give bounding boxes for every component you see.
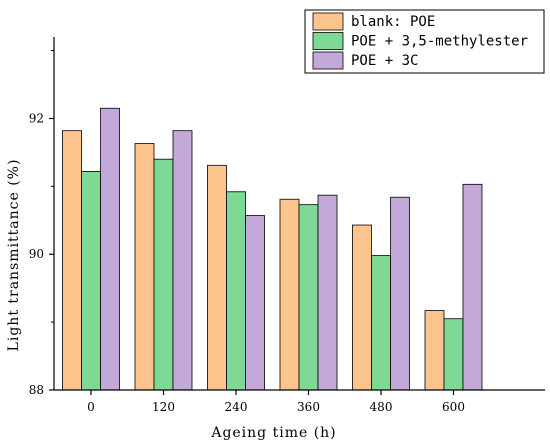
bar-1-600 <box>424 310 445 391</box>
legend: blank: POE POE + 3,5-methylester POE + 3C <box>304 9 545 74</box>
y-tick-label: 92 <box>29 111 44 125</box>
y-ticks: 88 90 92 <box>29 50 54 397</box>
x-tick-label: 360 <box>297 400 320 414</box>
legend-swatch-2 <box>312 32 344 50</box>
y-tick-label: 90 <box>29 247 44 261</box>
x-ticks: 0 120 240 360 480 600 <box>87 390 465 414</box>
legend-swatch-1 <box>312 12 344 31</box>
x-tick-label: 120 <box>152 400 175 414</box>
bar-3-360 <box>317 194 338 391</box>
bar-2-240 <box>226 191 246 391</box>
x-tick-label: 0 <box>87 400 95 414</box>
x-tick-label: 240 <box>225 400 248 414</box>
bar-3-120 <box>172 130 193 391</box>
bar-2-480 <box>371 255 391 391</box>
bar-2-120 <box>153 158 174 391</box>
bar-2-0 <box>81 171 101 391</box>
bar-1-0 <box>62 130 82 391</box>
bar-3-0 <box>100 107 120 391</box>
bar-1-480 <box>352 224 372 391</box>
legend-swatch-3 <box>312 51 344 70</box>
legend-label-1: blank: POE <box>351 14 435 30</box>
x-tick-label: 600 <box>442 400 465 414</box>
x-axis-title: Ageing time (h) <box>210 425 336 441</box>
bar-1-120 <box>134 143 155 391</box>
bar-3-600 <box>462 183 483 391</box>
bar-1-360 <box>279 198 300 391</box>
bars-layer <box>62 107 483 391</box>
bar-3-480 <box>390 196 410 391</box>
bar-2-360 <box>298 204 319 391</box>
legend-frame <box>304 9 545 74</box>
bar-1-240 <box>207 164 227 391</box>
axes-layer <box>53 37 545 391</box>
x-tick-label: 480 <box>370 400 393 414</box>
bar-3-240 <box>245 215 265 391</box>
y-tick-label: 88 <box>29 383 44 397</box>
legend-label-2: POE + 3,5-methylester <box>351 34 528 50</box>
bar-2-600 <box>443 318 464 391</box>
legend-label-3: POE + 3C <box>351 53 418 69</box>
y-axis-title: Light transmittance (%) <box>6 159 22 352</box>
